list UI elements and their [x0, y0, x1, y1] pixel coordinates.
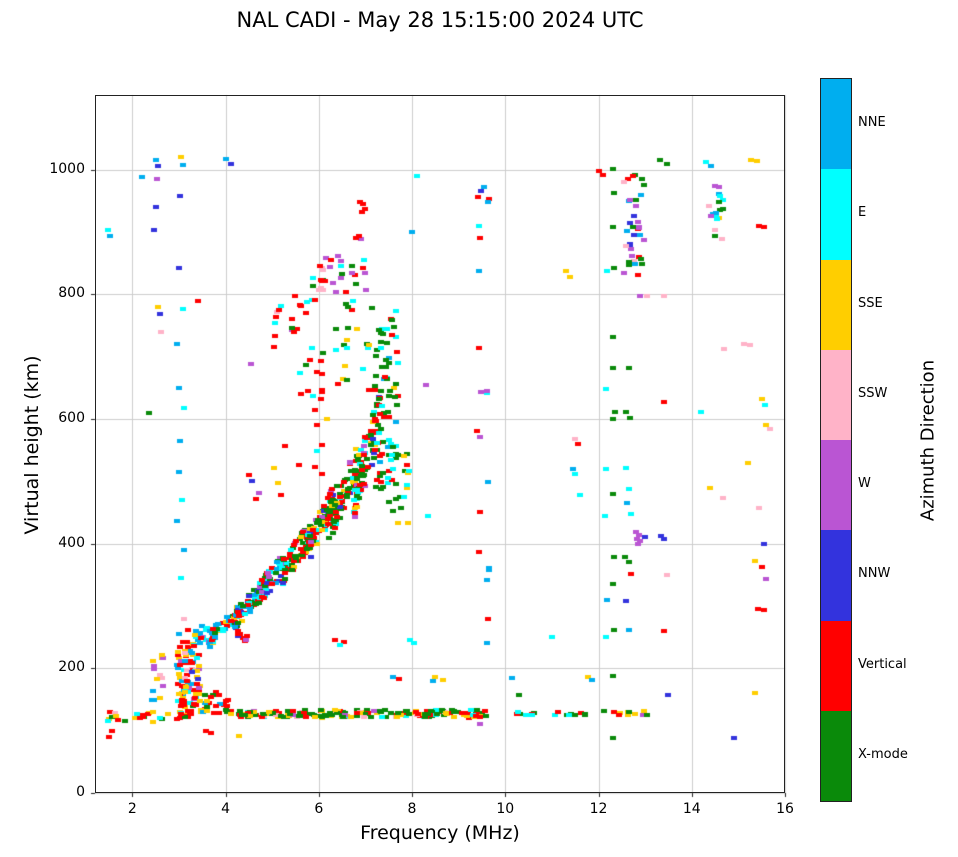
x-tick-label: 16: [776, 801, 794, 817]
x-tick-label: 6: [314, 801, 324, 817]
colorbar-label: Vertical: [858, 656, 907, 672]
colorbar-label: NNW: [858, 566, 891, 582]
chart-title: NAL CADI - May 28 15:15:00 2024 UTC: [236, 8, 644, 32]
plot-frame: [95, 95, 785, 793]
colorbar-segment-W: [821, 440, 851, 531]
colorbar-segment-NNW: [821, 530, 851, 621]
y-tick-label: 800: [58, 285, 85, 302]
colorbar-label: W: [858, 476, 871, 492]
colorbar-segment-SSW: [821, 349, 851, 440]
colorbar-segment-SSE: [821, 259, 851, 350]
colorbar-segment-E: [821, 169, 851, 260]
x-tick-label: 10: [496, 801, 515, 817]
x-tick-label: 2: [127, 801, 137, 817]
colorbar-label: SSE: [858, 295, 883, 311]
colorbar-label: SSW: [858, 385, 888, 401]
y-tick-label: 200: [58, 659, 85, 676]
y-axis-label: Virtual height (km): [21, 355, 43, 535]
x-tick-label: 12: [589, 801, 608, 817]
colorbar-title: Azimuth Direction: [917, 359, 939, 522]
x-axis-label: Frequency (MHz): [360, 822, 520, 844]
colorbar-segment-X-mode: [821, 710, 851, 801]
x-tick-label: 4: [221, 801, 230, 817]
colorbar-segment-NNE: [821, 79, 851, 170]
colorbar-segment-Vertical: [821, 620, 851, 711]
colorbar: [820, 78, 852, 802]
colorbar-label: E: [858, 205, 867, 221]
x-tick-label: 8: [407, 801, 417, 817]
colorbar-label: NNE: [858, 115, 886, 131]
y-tick-label: 400: [58, 534, 85, 551]
y-tick-label: 0: [76, 784, 85, 800]
y-tick-label: 600: [58, 410, 85, 427]
y-tick-label: 1000: [49, 160, 85, 177]
x-tick-label: 14: [682, 801, 701, 817]
colorbar-label: X-mode: [858, 746, 908, 762]
